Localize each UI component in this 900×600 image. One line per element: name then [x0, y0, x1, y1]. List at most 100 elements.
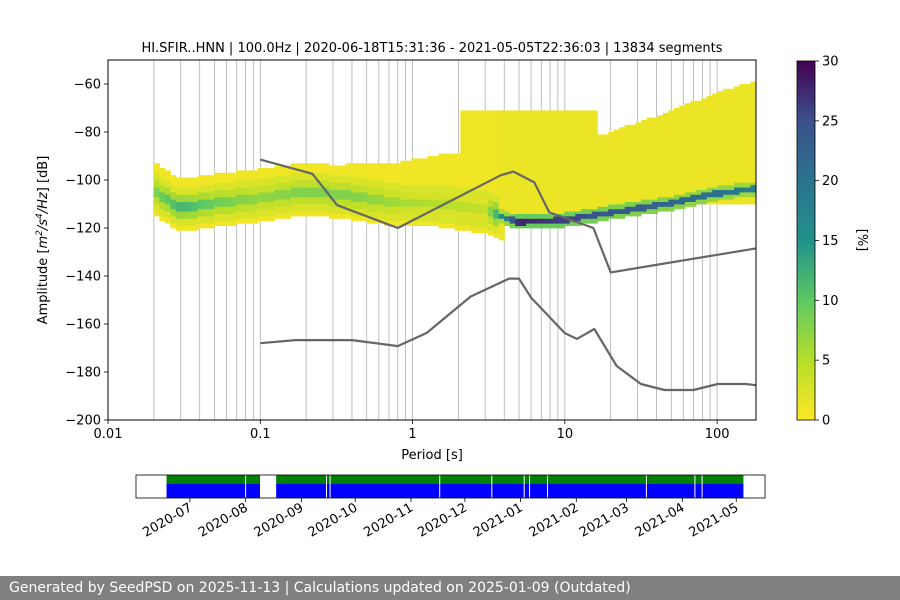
- psd-cell: [564, 223, 571, 226]
- psd-cell: [427, 156, 434, 159]
- psd-cell: [575, 136, 582, 140]
- psd-cell: [602, 160, 609, 164]
- psd-cell: [542, 124, 549, 128]
- psd-cell: [235, 216, 243, 219]
- psd-cell: [323, 213, 330, 217]
- psd-cell: [411, 206, 418, 210]
- psd-cell: [635, 199, 642, 202]
- psd-cell: [438, 177, 445, 181]
- psd-cell: [564, 201, 571, 205]
- psd-cell: [706, 194, 713, 198]
- psd-cell: [547, 201, 555, 205]
- psd-cell: [717, 124, 724, 128]
- psd-cell: [471, 110, 478, 114]
- psd-cell: [651, 172, 659, 176]
- psd-cell: [411, 177, 418, 181]
- psd-cell: [657, 165, 664, 169]
- psd-cell: [214, 213, 221, 217]
- psd-cell: [651, 177, 659, 181]
- psd-cell: [279, 165, 286, 169]
- psd-cell: [701, 165, 708, 169]
- psd-cell: [679, 206, 686, 210]
- psd-cell: [323, 170, 330, 174]
- psd-cell: [515, 117, 522, 121]
- psd-cell: [537, 216, 544, 219]
- psd-cell: [569, 211, 576, 214]
- psd-cell: [345, 206, 352, 210]
- psd-cell: [673, 165, 680, 169]
- psd-cell: [246, 220, 253, 224]
- psd-cell: [257, 177, 264, 181]
- psd-cell: [690, 122, 697, 126]
- psd-cell: [591, 218, 598, 222]
- psd-cell: [717, 108, 724, 111]
- psd-cell: [449, 223, 456, 226]
- psd-cell: [728, 120, 735, 123]
- psd-cell: [586, 175, 593, 178]
- psd-cell: [586, 220, 593, 224]
- psd-cell: [504, 180, 511, 183]
- psd-cell: [679, 182, 686, 186]
- psd-cell: [482, 141, 489, 145]
- psd-cell: [684, 148, 691, 152]
- psd-cell: [400, 206, 407, 210]
- psd-cell: [504, 115, 511, 118]
- psd-cell: [750, 160, 756, 164]
- psd-cell: [361, 216, 368, 219]
- psd-cell: [520, 139, 527, 142]
- psd-cell: [619, 213, 626, 217]
- psd-cell: [153, 194, 160, 198]
- psd-cell: [591, 187, 598, 190]
- psd-cell: [706, 124, 713, 128]
- psd-cell: [471, 211, 478, 214]
- x-tick-label: 10: [557, 427, 574, 442]
- psd-cell: [378, 218, 385, 222]
- psd-cell: [580, 165, 587, 169]
- psd-cell: [651, 184, 659, 188]
- psd-cell: [580, 192, 587, 195]
- psd-cell: [383, 187, 390, 190]
- psd-cell: [635, 201, 642, 205]
- psd-cell: [745, 132, 752, 135]
- psd-cell: [531, 177, 538, 181]
- psd-cell: [356, 216, 363, 219]
- psd-cell: [482, 117, 489, 121]
- psd-cell: [323, 177, 330, 181]
- psd-cell: [630, 139, 637, 142]
- psd-cell: [443, 211, 451, 214]
- psd-cell: [493, 120, 500, 123]
- psd-cell: [454, 206, 461, 210]
- psd-cell: [454, 158, 461, 162]
- psd-cell: [542, 194, 549, 198]
- psd-cell: [203, 225, 210, 229]
- psd-cell: [257, 204, 264, 207]
- psd-cell: [641, 136, 648, 140]
- psd-cell: [591, 110, 598, 114]
- psd-cell: [624, 144, 631, 147]
- psd-cell: [580, 182, 587, 186]
- psd-cell: [690, 117, 697, 121]
- psd-cell: [553, 163, 560, 166]
- psd-cell: [482, 134, 489, 138]
- psd-cell: [575, 175, 582, 178]
- psd-cell: [433, 184, 440, 188]
- psd-cell: [471, 129, 478, 133]
- psd-cell: [580, 170, 587, 174]
- psd-cell: [526, 225, 533, 229]
- psd-cell: [197, 199, 204, 202]
- psd-cell: [657, 139, 664, 142]
- psd-cell: [225, 218, 232, 222]
- psd-cell: [630, 194, 637, 198]
- psd-cell: [624, 213, 631, 217]
- psd-cell: [225, 220, 232, 224]
- psd-cell: [515, 201, 522, 205]
- psd-cell: [203, 216, 210, 219]
- psd-cell: [465, 208, 472, 212]
- psd-cell: [383, 180, 390, 183]
- psd-cell: [608, 189, 615, 193]
- psd-cell: [214, 189, 221, 193]
- psd-cell: [164, 211, 171, 214]
- psd-cell: [274, 216, 281, 219]
- psd-cell: [701, 158, 708, 162]
- psd-cell: [235, 218, 243, 222]
